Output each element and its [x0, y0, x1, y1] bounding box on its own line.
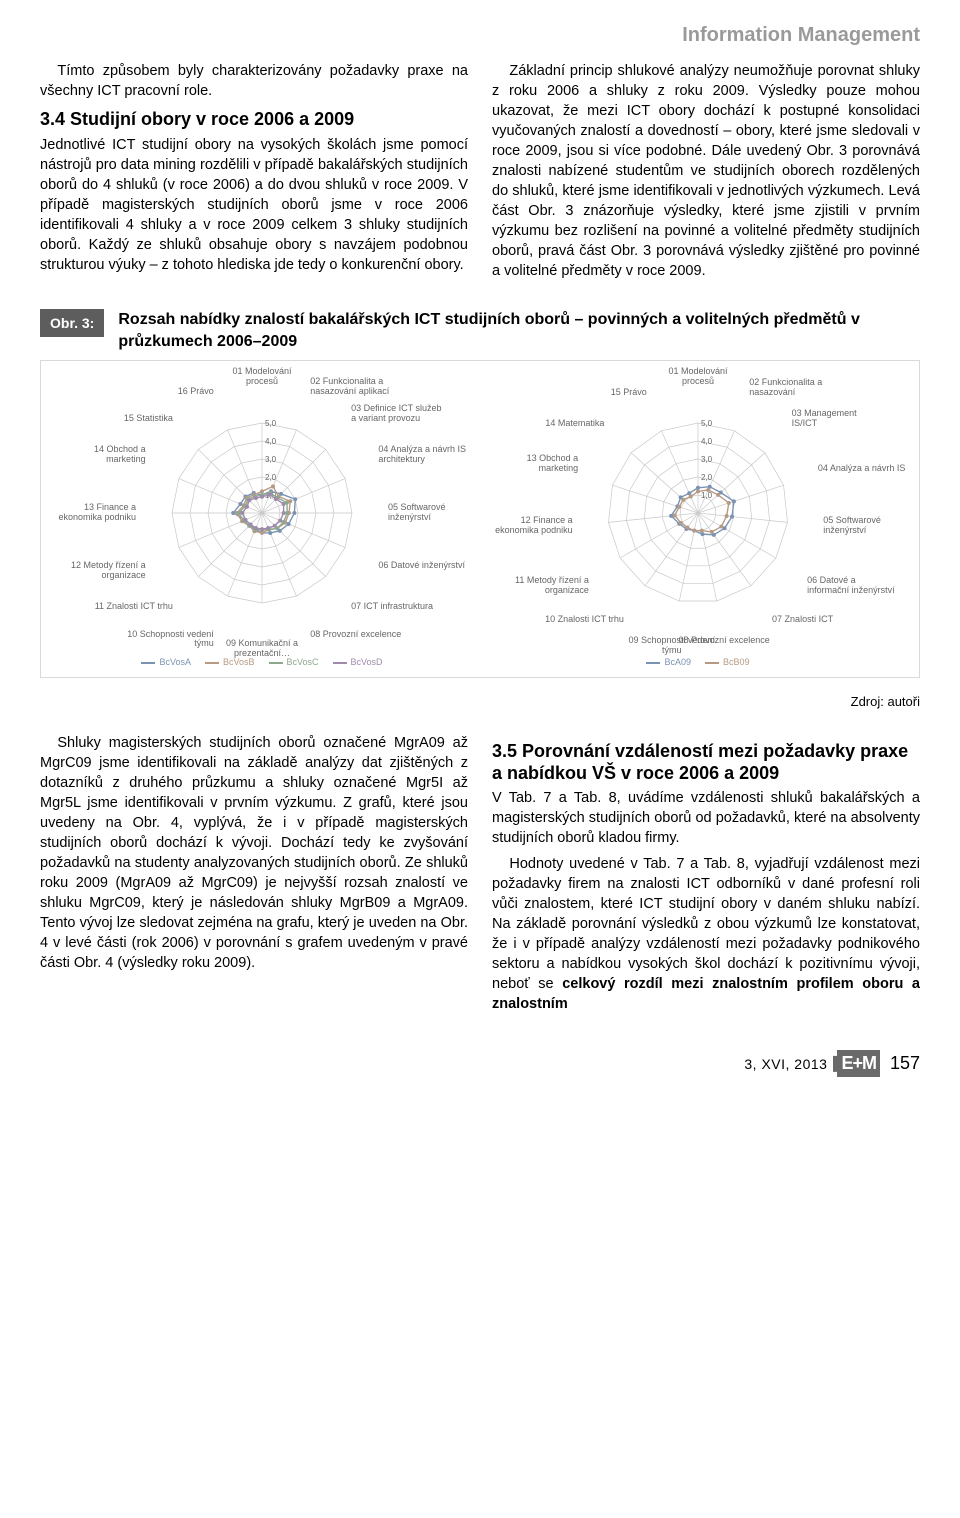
radar-axis-label: 03 Definice ICT služeb a variant provozu — [351, 404, 443, 424]
svg-text:4,0: 4,0 — [701, 437, 713, 446]
radar-axis-label: 01 Modelování procesů — [216, 367, 308, 387]
radar-axis-label: 05 Softwarové inženýrství — [388, 503, 475, 523]
radar-axis-label: 10 Znalosti ICT trhu — [545, 615, 624, 625]
radar-axis-label: 12 Metody řízení a organizace — [54, 561, 146, 581]
radar-axis-label: 01 Modelování procesů — [652, 367, 744, 387]
svg-text:5,0: 5,0 — [701, 419, 713, 428]
radar-left: 1,02,03,04,05,001 Modelování procesů02 F… — [49, 369, 475, 669]
figure-title: Rozsah nabídky znalostí bakalářských ICT… — [118, 309, 920, 352]
column-left: Shluky magisterských studijních oborů oz… — [40, 733, 468, 1020]
heading-3-5: 3.5 Porovnání vzdáleností mezi požadavky… — [492, 741, 920, 784]
para: V Tab. 7 a Tab. 8, uvádíme vzdálenosti s… — [492, 788, 920, 848]
radar-axis-label: 06 Datové a informační inženýrství — [807, 576, 899, 596]
radar-axis-label: 06 Datové inženýrství — [378, 561, 465, 571]
para: Tímto způsobem byly charakterizovány pož… — [40, 61, 468, 101]
radar-axis-label: 07 ICT infrastruktura — [351, 602, 433, 612]
radar-axis-label: 03 Management IS/ICT — [792, 409, 884, 429]
radar-axis-label: 14 Obchod a marketing — [54, 445, 146, 465]
top-columns: Tímto způsobem byly charakterizovány pož… — [40, 61, 920, 287]
radar-axis-label: 16 Právo — [178, 387, 214, 397]
legend-item: BcVosC — [269, 657, 319, 667]
column-right: Základní princip shlukové analýzy neumož… — [492, 61, 920, 287]
journal-logo: E+M — [837, 1050, 880, 1077]
figure-label: Obr. 3: — [40, 309, 104, 337]
legend-item: BcVosB — [205, 657, 255, 667]
legend-item: BcVosA — [141, 657, 191, 667]
svg-text:4,0: 4,0 — [265, 437, 277, 446]
radar-axis-label: 04 Analýza a návrh IS — [818, 464, 906, 474]
legend-item: BcB09 — [705, 657, 750, 667]
radar-charts: 1,02,03,04,05,001 Modelování procesů02 F… — [40, 360, 920, 678]
radar-legend: BcA09 BcB09 — [485, 657, 911, 667]
radar-legend: BcVosA BcVosB BcVosC BcVosD — [49, 657, 475, 667]
column-right: 3.5 Porovnání vzdáleností mezi požadavky… — [492, 733, 920, 1020]
para: Základní princip shlukové analýzy neumož… — [492, 61, 920, 281]
radar-axis-label: 05 Softwarové inženýrství — [823, 516, 911, 536]
radar-axis-label: 12 Finance a ekonomika podniku — [481, 516, 573, 536]
radar-axis-label: 15 Právo — [611, 388, 647, 398]
radar-axis-label: 07 Znalosti ICT — [772, 615, 833, 625]
radar-axis-label: 02 Funkcionalita a nasazování aplikací — [310, 377, 402, 397]
figure-source: Zdroj: autoři — [40, 694, 920, 709]
radar-axis-label: 13 Finance a ekonomika podniku — [44, 503, 136, 523]
figure-caption-row: Obr. 3: Rozsah nabídky znalostí bakalářs… — [40, 309, 920, 352]
para: Hodnoty uvedené v Tab. 7 a Tab. 8, vyjad… — [492, 854, 920, 1014]
radar-right: 1,02,03,04,05,001 Modelování procesů02 F… — [485, 369, 911, 669]
radar-axis-label: 08 Provozní excelence — [310, 630, 401, 640]
issue-label: 3, XVI, 2013 — [744, 1056, 827, 1072]
radar-axis-label: 10 Schopnosti vedení týmu — [122, 630, 214, 650]
radar-axis-label: 11 Znalosti ICT trhu — [95, 602, 173, 612]
radar-axis-label: 04 Analýza a návrh IS architektury — [378, 445, 470, 465]
bottom-columns: Shluky magisterských studijních oborů oz… — [40, 733, 920, 1020]
legend-item: BcA09 — [646, 657, 691, 667]
legend-item: BcVosD — [333, 657, 383, 667]
section-header: Information Management — [40, 24, 920, 47]
para: Jednotlivé ICT studijní obory na vysokýc… — [40, 135, 468, 275]
svg-text:2,0: 2,0 — [265, 473, 277, 482]
column-left: Tímto způsobem byly charakterizovány pož… — [40, 61, 468, 287]
svg-text:3,0: 3,0 — [701, 455, 713, 464]
radar-axis-label: 14 Matematika — [545, 419, 604, 429]
radar-axis-label: 09 Komunikační a prezentační… — [216, 639, 308, 659]
page-number: 157 — [890, 1053, 920, 1074]
radar-axis-label: 09 Schopnosti vedení týmu — [626, 636, 718, 656]
svg-text:2,0: 2,0 — [701, 473, 713, 482]
svg-text:3,0: 3,0 — [265, 455, 277, 464]
radar-axis-label: 15 Statistika — [124, 414, 173, 424]
heading-3-4: 3.4 Studijní obory v roce 2006 a 2009 — [40, 109, 468, 131]
radar-axis-label: 11 Metody řízení a organizace — [497, 576, 589, 596]
radar-axis-label: 13 Obchod a marketing — [486, 454, 578, 474]
radar-axis-label: 02 Funkcionalita a nasazování — [749, 378, 841, 398]
para: Shluky magisterských studijních oborů oz… — [40, 733, 468, 973]
svg-text:5,0: 5,0 — [265, 419, 277, 428]
page-footer: 3, XVI, 2013 E+M 157 — [40, 1050, 920, 1077]
